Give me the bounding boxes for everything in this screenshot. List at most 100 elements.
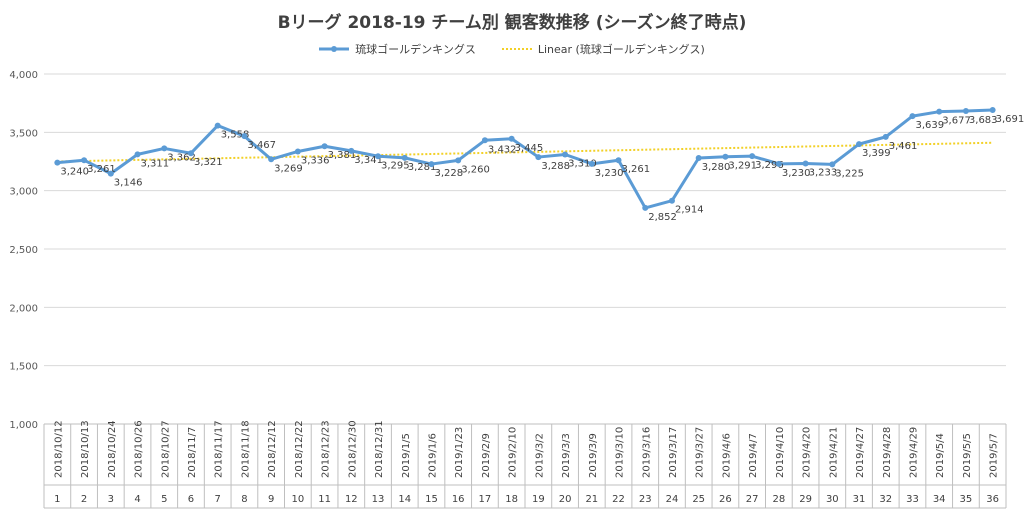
x-tick-label: 2019/5/4 (935, 433, 946, 478)
x-game-number: 12 (345, 494, 358, 505)
x-game-number: 26 (719, 494, 732, 505)
data-point (375, 153, 382, 160)
data-point (802, 160, 809, 167)
x-game-number: 18 (505, 494, 518, 505)
x-tick-label: 2019/4/28 (882, 427, 893, 478)
x-tick-label: 2019/3/16 (641, 427, 652, 478)
data-point (268, 156, 275, 163)
data-point (294, 148, 301, 155)
data-label: 3,295 (381, 160, 410, 171)
x-tick-label: 2019/2/10 (508, 427, 519, 478)
x-tick-label: 2019/2/9 (481, 433, 492, 478)
data-point (107, 170, 114, 177)
data-point (187, 150, 194, 157)
legend-item-trend: Linear (琉球ゴールデンキングス) (501, 41, 705, 57)
data-label: 3,280 (702, 162, 731, 173)
data-label: 3,310 (568, 159, 597, 170)
data-point (214, 122, 221, 129)
data-point (588, 160, 595, 167)
data-label: 3,261 (87, 164, 116, 175)
data-label: 3,399 (862, 148, 891, 159)
data-point (54, 159, 61, 166)
x-tick-label: 2019/5/7 (989, 433, 1000, 478)
data-point (989, 107, 996, 114)
x-tick-label: 2019/3/27 (695, 427, 706, 478)
x-tick-label: 2019/4/27 (855, 427, 866, 478)
data-label: 3,296 (755, 160, 784, 171)
x-game-number: 2 (81, 494, 87, 505)
data-point (936, 108, 943, 115)
legend-series-label: 琉球ゴールデンキングス (355, 43, 476, 56)
x-game-number: 17 (479, 494, 492, 505)
x-tick-label: 2018/12/23 (321, 420, 332, 478)
data-label: 3,432 (488, 144, 517, 155)
x-game-number: 20 (559, 494, 572, 505)
data-point (481, 137, 488, 144)
data-label: 3,362 (167, 152, 196, 163)
data-point (508, 135, 515, 142)
x-game-number: 34 (933, 494, 946, 505)
x-game-number: 11 (318, 494, 331, 505)
x-tick-label: 2019/3/17 (668, 427, 679, 478)
y-tick-label: 2,000 (9, 303, 38, 314)
y-tick-label: 3,500 (9, 128, 38, 139)
x-tick-label: 2018/11/17 (214, 420, 225, 478)
x-tick-label: 2019/3/2 (534, 433, 545, 478)
data-point (642, 204, 649, 211)
x-tick-label: 2018/10/26 (134, 420, 145, 478)
data-point (882, 133, 889, 140)
x-game-number: 28 (772, 494, 785, 505)
x-tick-label: 2018/10/24 (107, 420, 118, 478)
data-label: 3,558 (221, 130, 250, 141)
x-game-number: 4 (134, 494, 140, 505)
x-tick-label: 2019/5/5 (962, 433, 973, 478)
y-tick-label: 4,000 (9, 70, 38, 81)
x-tick-label: 2018/10/13 (80, 420, 91, 478)
data-label: 3,677 (942, 116, 971, 127)
x-game-number: 36 (986, 494, 999, 505)
data-point (695, 155, 702, 161)
y-tick-label: 3,000 (9, 187, 38, 198)
x-game-number: 32 (879, 494, 892, 505)
data-label: 3,288 (541, 161, 570, 172)
data-point (81, 157, 88, 164)
data-label: 3,291 (728, 161, 757, 172)
x-tick-label: 2018/12/30 (347, 420, 358, 478)
legend-trend-swatch (501, 48, 532, 50)
data-point (856, 141, 863, 148)
x-tick-label: 2018/12/31 (374, 420, 385, 478)
data-point (321, 143, 328, 150)
data-label: 3,281 (408, 162, 437, 173)
x-game-number: 1 (54, 494, 60, 505)
x-game-number: 8 (241, 494, 247, 505)
y-tick-label: 2,500 (9, 245, 38, 256)
data-point (401, 154, 408, 161)
data-label: 3,445 (515, 143, 544, 154)
x-game-number: 9 (268, 494, 274, 505)
x-game-number: 5 (161, 494, 167, 505)
chart-legend: 琉球ゴールデンキングス Linear (琉球ゴールデンキングス) (0, 41, 1024, 57)
x-game-number: 31 (853, 494, 866, 505)
data-label: 3,261 (622, 164, 651, 175)
x-game-number: 10 (291, 494, 304, 505)
x-tick-label: 2019/4/6 (721, 433, 732, 478)
x-tick-label: 2019/3/10 (615, 427, 626, 478)
y-tick-label: 1,500 (9, 362, 38, 373)
data-label: 3,467 (247, 140, 276, 151)
x-tick-label: 2019/4/7 (748, 433, 759, 478)
legend-item-series: 琉球ゴールデンキングス (319, 41, 476, 57)
x-game-number: 13 (372, 494, 385, 505)
x-game-number: 7 (215, 494, 221, 505)
x-game-number: 33 (906, 494, 919, 505)
x-tick-label: 2018/12/22 (294, 420, 305, 478)
data-label: 3,639 (915, 120, 944, 131)
x-game-number: 22 (612, 494, 625, 505)
data-label: 2,852 (648, 212, 677, 223)
data-label: 3,269 (274, 163, 303, 174)
data-label: 3,341 (354, 155, 383, 166)
x-game-number: 23 (639, 494, 652, 505)
x-game-number: 21 (585, 494, 598, 505)
data-label: 3,461 (889, 141, 918, 152)
data-label: 3,321 (194, 157, 223, 168)
